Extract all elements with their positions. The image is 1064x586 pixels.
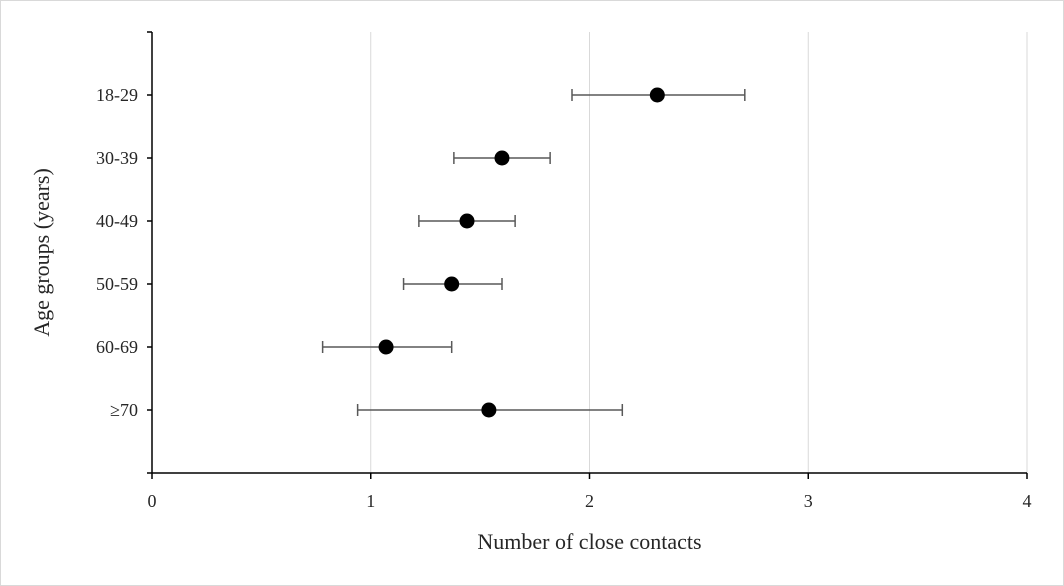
data-point [494, 150, 510, 166]
y-tick-label: 40-49 [96, 211, 138, 231]
x-tick-label: 3 [804, 491, 813, 511]
data-point [444, 276, 460, 292]
y-tick-label: 50-59 [96, 274, 138, 294]
x-tick-label: 0 [148, 491, 157, 511]
y-axis-title: Age groups (years) [29, 168, 54, 337]
x-tick-label: 2 [585, 491, 594, 511]
data-point [481, 402, 497, 418]
x-tick-label: 1 [366, 491, 375, 511]
gridlines [370, 32, 1028, 473]
data-point [459, 213, 475, 229]
data-point [378, 339, 394, 355]
y-ticks: 18-29 30-39 40-49 50-59 60-69 ≥70 [96, 31, 152, 474]
y-tick-label: 30-39 [96, 148, 138, 168]
y-tick-label: 18-29 [96, 85, 138, 105]
error-bars [321, 89, 746, 416]
x-axis-title: Number of close contacts [477, 529, 701, 554]
data-points [378, 87, 665, 418]
x-tick-label: 4 [1023, 491, 1032, 511]
x-ticks: 0 1 2 3 4 [148, 473, 1032, 511]
data-point [649, 87, 665, 103]
y-tick-label: 60-69 [96, 337, 138, 357]
y-tick-label: ≥70 [110, 400, 138, 420]
